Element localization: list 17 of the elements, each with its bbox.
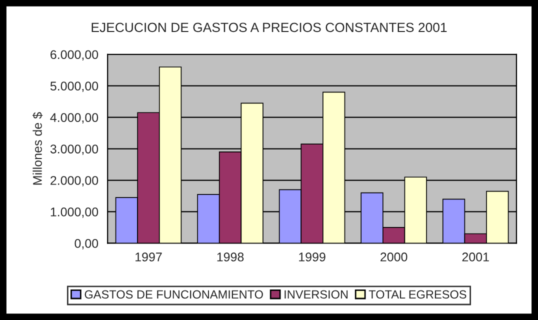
x-tick-label: 2001	[462, 252, 489, 262]
x-tick-label: 2000	[380, 252, 408, 262]
x-tick-label: 1999	[299, 252, 326, 262]
legend-label: TOTAL EGRESOS	[368, 290, 466, 299]
y-tick-label: 1.000,00	[50, 208, 98, 218]
y-tick-label: 3.000,00	[50, 144, 98, 155]
legend-label: INVERSION	[284, 290, 348, 299]
y-tick-label: 0,00	[74, 239, 98, 250]
y-tick-label: 5.000,00	[50, 82, 98, 92]
chart-title: EJECUCION DE GASTOS A PRECIOS CONSTANTES 2001	[92, 22, 447, 32]
y-tick-label: 4.000,00	[50, 113, 98, 124]
x-tick-label: 1997	[136, 252, 162, 262]
y-tick-label: 6.000,00	[50, 50, 98, 61]
x-tick-label: 1998	[217, 252, 244, 262]
legend-label: GASTOS DE FUNCIONAMIENTO	[84, 290, 263, 299]
y-tick-label: 2.000,00	[50, 176, 98, 186]
y-axis-title: Millones de $	[32, 112, 43, 185]
